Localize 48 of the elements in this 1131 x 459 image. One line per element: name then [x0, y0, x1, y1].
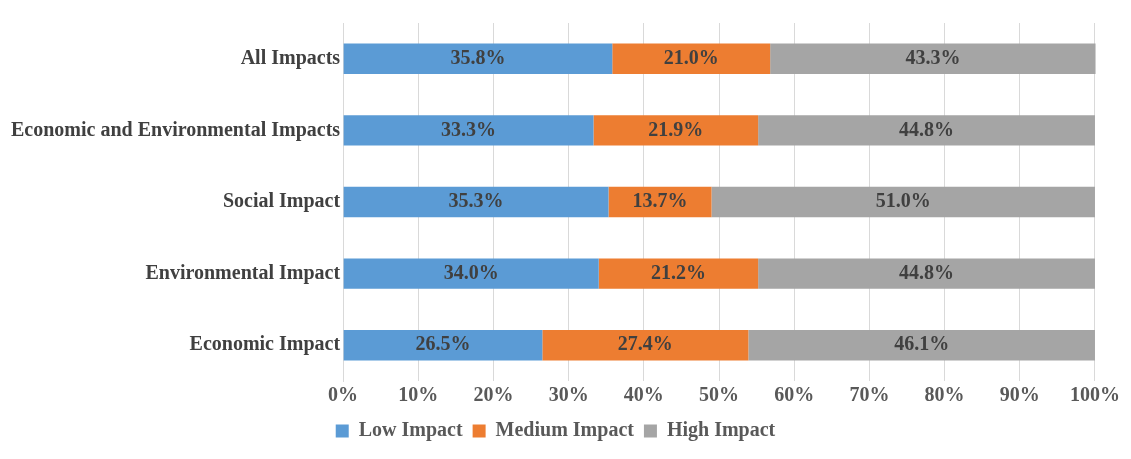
- x-tick-label: 20%: [473, 383, 514, 406]
- data-label: 13.7%: [632, 189, 688, 212]
- x-tick-label: 40%: [623, 383, 664, 406]
- bar: [542, 329, 749, 361]
- bar: [612, 43, 771, 75]
- y-tick-label: Economic Impact: [189, 332, 341, 356]
- data-label: 35.8%: [450, 45, 506, 68]
- x-tick-label: 90%: [999, 383, 1040, 406]
- bar: [343, 186, 609, 218]
- data-label: 33.3%: [441, 117, 497, 140]
- bar: [343, 43, 613, 75]
- x-tick-label: 0%: [328, 383, 359, 406]
- y-tick-label: Economic and Environmental Impacts: [10, 117, 341, 141]
- y-tick-label: All Impacts: [240, 45, 341, 69]
- bar: [343, 258, 599, 289]
- data-label: 35.3%: [448, 189, 504, 212]
- data-label: 21.0%: [663, 45, 719, 68]
- bar: [598, 258, 759, 289]
- x-tick-label: 100%: [1069, 383, 1120, 406]
- data-label: 44.8%: [899, 117, 955, 140]
- x-tick-label: 80%: [924, 383, 965, 406]
- legend-label: Medium Impact: [495, 418, 635, 442]
- x-tick-label: 30%: [548, 383, 589, 406]
- data-label: 21.9%: [648, 117, 704, 140]
- bar: [343, 115, 594, 146]
- bar: [343, 329, 543, 361]
- bar: [748, 329, 1095, 361]
- bar: [770, 43, 1096, 75]
- bar: [758, 258, 1095, 289]
- x-tick-label: 60%: [774, 383, 815, 406]
- data-label: 27.4%: [617, 332, 673, 355]
- data-label: 51.0%: [875, 189, 931, 212]
- bar: [711, 186, 1095, 218]
- x-tick-label: 10%: [398, 383, 439, 406]
- x-tick-label: 70%: [849, 383, 890, 406]
- legend-label: High Impact: [666, 418, 776, 442]
- data-label: 46.1%: [894, 332, 950, 355]
- data-label: 34.0%: [443, 260, 499, 283]
- data-label: 43.3%: [905, 45, 961, 68]
- bar: [758, 115, 1095, 146]
- data-label: 26.5%: [415, 332, 471, 355]
- legend-label: Low Impact: [358, 418, 463, 442]
- y-tick-label: Environmental Impact: [145, 260, 341, 284]
- bar: [593, 115, 759, 146]
- data-label: 21.2%: [650, 260, 706, 283]
- x-tick-label: 50%: [699, 383, 740, 406]
- y-tick-label: Social Impact: [222, 189, 341, 213]
- data-label: 44.8%: [899, 260, 955, 283]
